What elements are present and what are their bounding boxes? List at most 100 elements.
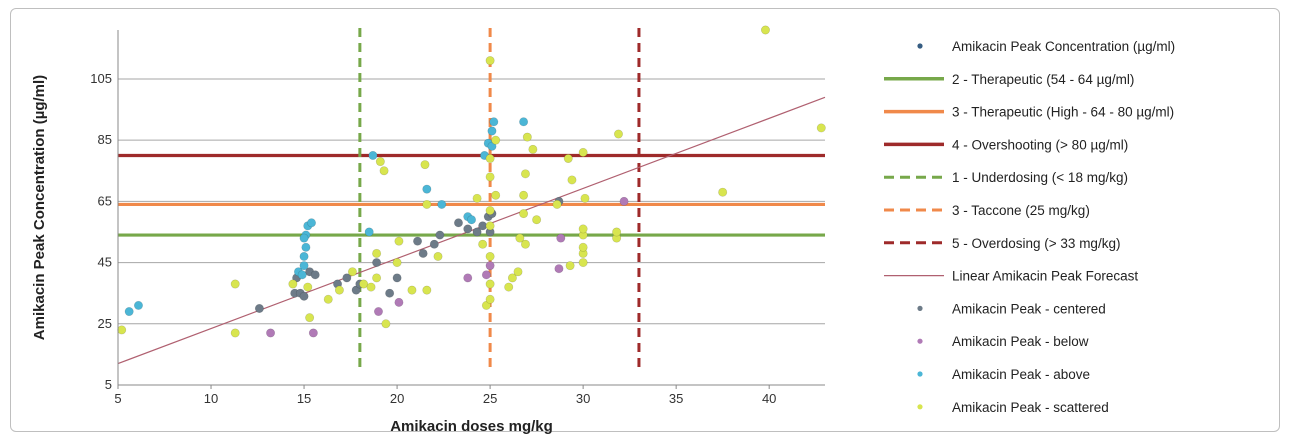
point-below [481, 270, 491, 280]
point-centered [418, 248, 428, 258]
x-tick-label: 10 [204, 391, 218, 406]
point-scattered [565, 261, 575, 271]
legend-label-scattered: Amikacin Peak - scattered [952, 400, 1109, 415]
point-scattered [567, 175, 577, 185]
tick-labels: 5 25 45 65 85 105 5 10 15 20 25 30 35 40 [90, 71, 776, 406]
point-scattered [513, 267, 523, 277]
point-scattered [507, 273, 517, 283]
legend-label-therapeutic_high: 3 - Therapeutic (High - 64 - 80 µg/ml) [952, 105, 1174, 120]
point-scattered [532, 215, 542, 225]
point-scattered [230, 279, 240, 289]
point-scattered [613, 129, 623, 139]
point-scattered [359, 279, 369, 289]
point-scattered [485, 294, 495, 304]
legend-label-above: Amikacin Peak - above [952, 367, 1090, 382]
point-above [487, 126, 497, 136]
point-centered [254, 303, 264, 313]
point-below [266, 328, 276, 338]
y-tick-label: 5 [105, 377, 112, 392]
point-scattered [117, 325, 127, 335]
point-scattered [420, 160, 430, 170]
point-above [368, 150, 378, 160]
y-tick-label: 105 [90, 71, 112, 86]
point-below [373, 307, 383, 317]
point-scattered [578, 147, 588, 157]
point-centered [435, 230, 445, 240]
point-scattered [433, 251, 443, 261]
point-scattered [230, 328, 240, 338]
point-above [124, 307, 134, 317]
x-axis-title: Amikacin doses mg/kg [390, 418, 553, 435]
point-scattered [491, 190, 501, 200]
y-tick-label: 85 [98, 132, 112, 147]
legend-label-therapeutic: 2 - Therapeutic (54 - 64 µg/ml) [952, 72, 1134, 87]
point-below [556, 233, 566, 243]
point-below [463, 273, 473, 283]
legend-marker-below [917, 338, 923, 344]
point-below [394, 297, 404, 307]
point-above [133, 300, 143, 310]
point-scattered [718, 187, 728, 197]
legend-marker-centered [917, 305, 923, 311]
point-scattered [381, 319, 391, 329]
point-scattered [519, 190, 529, 200]
legend-label-taccone: 3 - Taccone (25 mg/kg) [952, 203, 1090, 218]
point-scattered [816, 123, 826, 133]
point-scattered [472, 193, 482, 203]
point-scattered [578, 224, 588, 234]
x-tick-label: 20 [390, 391, 404, 406]
legend-label-forecast: Linear Amikacin Peak Forecast [952, 269, 1138, 284]
point-scattered [504, 282, 514, 292]
point-scattered [522, 132, 532, 142]
point-scattered [478, 239, 488, 249]
point-scattered [323, 294, 333, 304]
point-scattered [422, 285, 432, 295]
point-scattered [485, 56, 495, 66]
point-above [364, 227, 374, 237]
legend-label-overdosing: 5 - Overdosing (> 33 mg/kg) [952, 236, 1120, 251]
point-scattered [288, 279, 298, 289]
point-above [306, 218, 316, 228]
point-scattered [485, 251, 495, 261]
x-tick-label: 15 [297, 391, 311, 406]
point-above [466, 215, 476, 225]
legend-marker-main [917, 43, 923, 49]
point-scattered [372, 248, 382, 258]
point-scattered [379, 166, 389, 176]
point-scattered [515, 233, 525, 243]
point-scattered [485, 172, 495, 182]
point-scattered [375, 157, 385, 167]
point-scattered [485, 279, 495, 289]
point-centered [472, 227, 482, 237]
point-above [299, 261, 309, 271]
point-above [297, 270, 307, 280]
point-centered [429, 239, 439, 249]
legend-label-main: Amikacin Peak Concentration (µg/ml) [952, 39, 1175, 54]
data-points [117, 25, 826, 338]
point-above [422, 184, 432, 194]
point-centered [413, 236, 423, 246]
point-centered [299, 291, 309, 301]
x-tick-label: 5 [114, 391, 121, 406]
point-centered [385, 288, 395, 298]
point-scattered [422, 199, 432, 209]
legend-label-underdosing: 1 - Underdosing (< 18 mg/kg) [952, 170, 1128, 185]
point-centered [453, 218, 463, 228]
point-scattered [552, 199, 562, 209]
point-scattered [407, 285, 417, 295]
point-below [554, 264, 564, 274]
y-tick-label: 45 [98, 255, 112, 270]
point-above [519, 117, 529, 127]
point-scattered [485, 206, 495, 216]
point-scattered [347, 267, 357, 277]
point-centered [478, 221, 488, 231]
point-scattered [392, 258, 402, 268]
point-scattered [305, 313, 315, 323]
legend-marker-above [917, 371, 923, 377]
legend-label-below: Amikacin Peak - below [952, 334, 1089, 349]
point-scattered [519, 209, 529, 219]
axes [117, 30, 825, 386]
x-tick-label: 25 [483, 391, 497, 406]
point-scattered [580, 193, 590, 203]
